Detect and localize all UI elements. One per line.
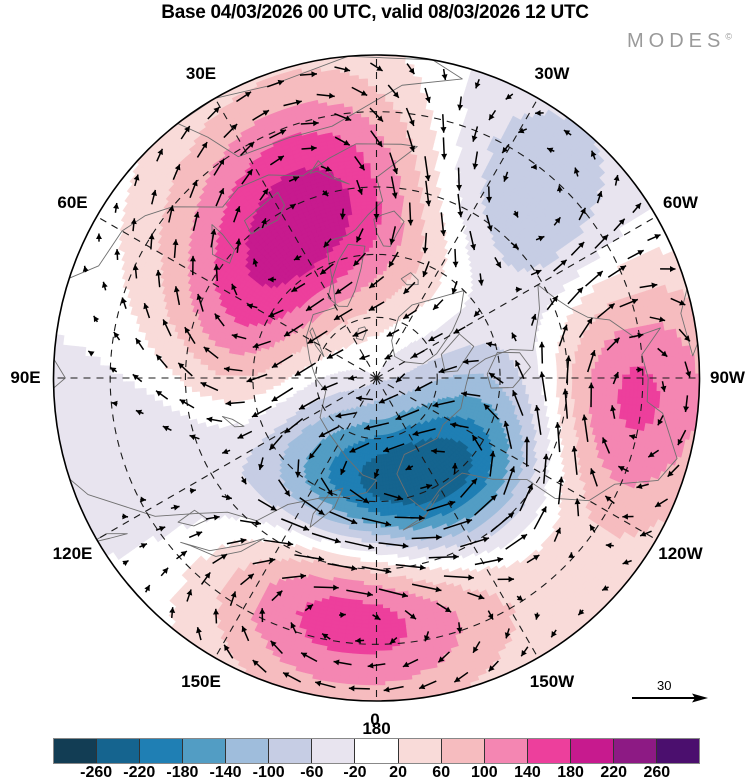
colorbar-tick-label: 180 <box>557 764 584 782</box>
colorbar-tick-label: -180 <box>166 764 198 782</box>
colorbar-tick-label: -140 <box>210 764 242 782</box>
colorbar-swatch <box>140 739 183 763</box>
longitude-label-120w: 120W <box>658 544 702 564</box>
polar-stereographic-plot <box>0 18 750 728</box>
colorbar-swatch <box>226 739 269 763</box>
colorbar-swatch <box>614 739 657 763</box>
colorbar-swatch <box>442 739 485 763</box>
colorbar-tick-label: -100 <box>253 764 285 782</box>
colorbar-tick-labels: -260 -220 -180 -140 -100 -60 -20 20 60 100 140 180 2… <box>53 764 700 784</box>
colorbar-tick-label: -20 <box>343 764 366 782</box>
colorbar-swatch <box>355 739 398 763</box>
bottom-longitude-zero-label: 0 <box>0 710 750 730</box>
colorbar <box>53 738 700 764</box>
longitude-label-60e: 60E <box>57 193 87 213</box>
colorbar-swatch <box>657 739 699 763</box>
colorbar-swatch <box>399 739 442 763</box>
colorbar-tick-label: -260 <box>80 764 112 782</box>
polar-map <box>0 18 750 728</box>
colorbar-swatch <box>54 739 97 763</box>
longitude-label-150e: 150E <box>181 672 221 692</box>
colorbar-tick-label: -220 <box>123 764 155 782</box>
longitude-label-150w: 150W <box>530 672 574 692</box>
longitude-label-90e: 90E <box>10 368 40 388</box>
longitude-label-90w: 90W <box>710 368 745 388</box>
colorbar-tick-label: 140 <box>514 764 541 782</box>
colorbar-swatch <box>183 739 226 763</box>
longitude-label-30w: 30W <box>535 64 570 84</box>
colorbar-tick-label: -60 <box>300 764 323 782</box>
colorbar-tick-label: 20 <box>389 764 407 782</box>
zero-label-text: 0 <box>370 710 379 729</box>
colorbar-swatch <box>528 739 571 763</box>
colorbar-swatch <box>485 739 528 763</box>
longitude-label-30e: 30E <box>186 64 216 84</box>
colorbar-swatch <box>269 739 312 763</box>
colorbar-tick-label: 220 <box>600 764 627 782</box>
colorbar-swatch <box>571 739 614 763</box>
longitude-label-60w: 60W <box>663 193 698 213</box>
vector-reference-arrow <box>630 690 710 706</box>
colorbar-tick-label: 260 <box>644 764 671 782</box>
colorbar-tick-label: 60 <box>432 764 450 782</box>
colorbar-swatch <box>97 739 140 763</box>
colorbar-swatch <box>312 739 355 763</box>
colorbar-tick-label: 100 <box>471 764 498 782</box>
longitude-label-120e: 120E <box>53 544 93 564</box>
